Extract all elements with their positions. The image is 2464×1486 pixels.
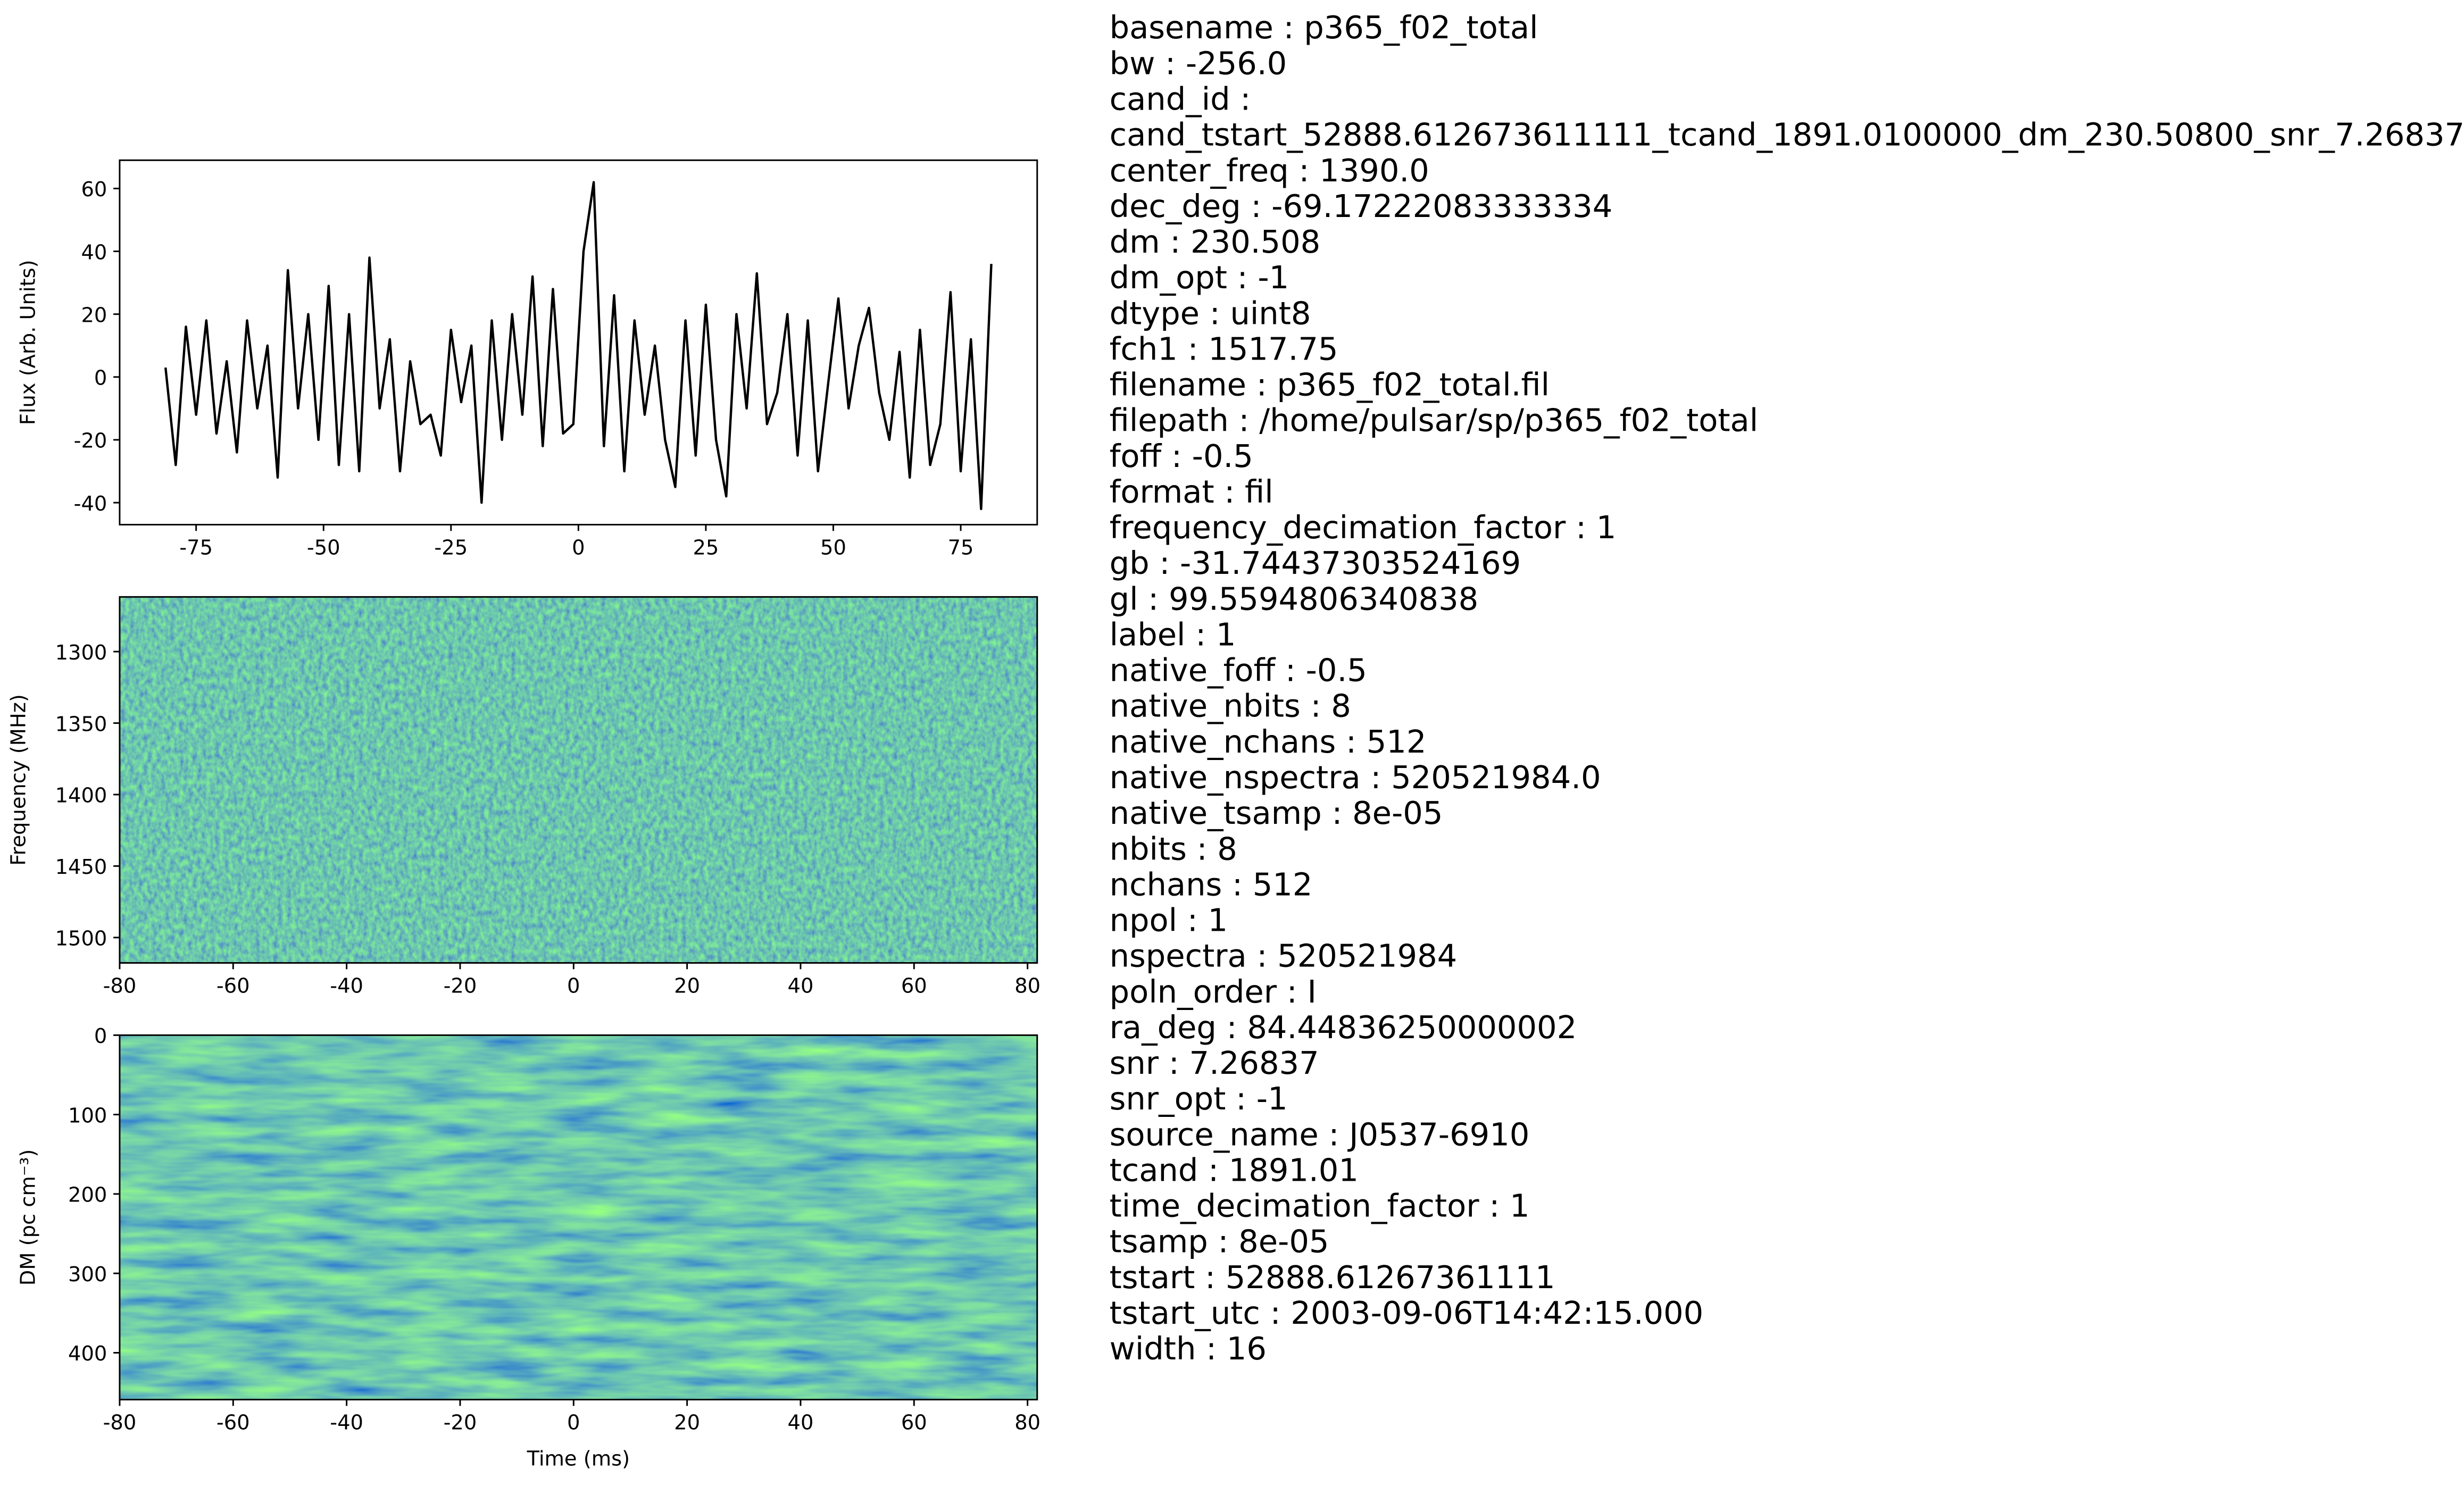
parameter-line: filepath : /home/pulsar/sp/p365_f02_tota… xyxy=(1110,402,1759,439)
parameter-line: tcand : 1891.01 xyxy=(1110,1151,1359,1188)
x-tick-label: 0 xyxy=(572,536,585,560)
parameter-line: filename : p365_f02_total.fil xyxy=(1110,366,1550,403)
parameter-line: frequency_decimation_factor : 1 xyxy=(1110,509,1617,546)
parameter-line: time_decimation_factor : 1 xyxy=(1110,1188,1530,1224)
y-tick-label: -40 xyxy=(74,492,107,516)
parameter-line: nspectra : 520521984 xyxy=(1110,938,1458,974)
parameter-line: native_tsamp : 8e-05 xyxy=(1110,795,1443,831)
parameter-line: bw : -256.0 xyxy=(1110,45,1287,81)
x-tick-label: 60 xyxy=(901,974,927,998)
heatmap-image xyxy=(119,1035,1037,1400)
parameter-line: dtype : uint8 xyxy=(1110,295,1311,331)
y-tick-label: 400 xyxy=(68,1342,107,1366)
y-tick-label: 200 xyxy=(68,1183,107,1207)
parameter-line: gb : -31.74437303524169 xyxy=(1110,545,1521,581)
x-tick-label: -20 xyxy=(444,1411,477,1435)
x-tick-label: -60 xyxy=(217,1411,250,1435)
parameter-line: ra_deg : 84.44836250000002 xyxy=(1110,1009,1577,1046)
y-tick-label: 100 xyxy=(68,1104,107,1128)
parameter-line: cand_tstart_52888.612673611111_tcand_189… xyxy=(1110,116,2464,153)
x-tick-label: -40 xyxy=(330,974,363,998)
axes-frame xyxy=(119,596,1038,964)
parameter-line: dm : 230.508 xyxy=(1110,223,1321,260)
y-tick-label: 0 xyxy=(94,366,107,390)
x-tick-label: -25 xyxy=(434,536,468,560)
y-tick-label: 300 xyxy=(68,1263,107,1287)
parameter-line: npol : 1 xyxy=(1110,902,1228,939)
y-tick-label: 1450 xyxy=(55,855,107,879)
x-tick-label: -60 xyxy=(217,974,250,998)
x-tick-label: -50 xyxy=(307,536,340,560)
parameter-line: native_nbits : 8 xyxy=(1110,688,1351,724)
parameter-line: tstart : 52888.61267361111 xyxy=(1110,1259,1555,1296)
x-tick-label: 80 xyxy=(1014,1411,1040,1435)
x-tick-label: 50 xyxy=(820,536,846,560)
y-tick-label: -20 xyxy=(74,429,107,453)
axes-frame xyxy=(119,1034,1038,1401)
x-tick-label: -80 xyxy=(103,1411,137,1435)
y-axis-label: Frequency (MHz) xyxy=(7,694,31,865)
parameter-line: width : 16 xyxy=(1110,1330,1267,1367)
y-tick-label: 20 xyxy=(81,303,107,327)
x-tick-label: 20 xyxy=(674,974,700,998)
parameter-line: snr : 7.26837 xyxy=(1110,1045,1319,1081)
parameter-line: nchans : 512 xyxy=(1110,866,1313,903)
parameter-line: native_foff : -0.5 xyxy=(1110,652,1367,689)
parameter-line: gl : 99.5594806340838 xyxy=(1110,580,1479,617)
x-tick-label: 25 xyxy=(693,536,719,560)
y-tick-label: 1300 xyxy=(55,641,107,665)
parameter-line: cand_id : xyxy=(1110,80,1251,117)
x-tick-label: -80 xyxy=(103,974,137,998)
y-axis-label: Flux (Arb. Units) xyxy=(16,260,40,425)
parameter-line: format : fil xyxy=(1110,473,1273,510)
parameter-line: dm_opt : -1 xyxy=(1110,259,1289,296)
x-tick-label: 40 xyxy=(788,974,814,998)
flux-line xyxy=(164,181,993,511)
heatmap-image xyxy=(119,597,1037,963)
x-tick-label: 20 xyxy=(674,1411,700,1435)
y-tick-label: 0 xyxy=(94,1024,107,1048)
parameter-line: label : 1 xyxy=(1110,616,1236,653)
x-tick-label: -20 xyxy=(444,974,477,998)
x-tick-label: 40 xyxy=(788,1411,814,1435)
parameter-line: snr_opt : -1 xyxy=(1110,1080,1288,1117)
x-tick-label: 80 xyxy=(1014,974,1040,998)
y-tick-label: 40 xyxy=(81,240,107,264)
parameter-line: dec_deg : -69.17222083333334 xyxy=(1110,188,1613,224)
x-tick-label: 0 xyxy=(567,1411,580,1435)
parameter-line: fch1 : 1517.75 xyxy=(1110,330,1338,367)
parameter-line: nbits : 8 xyxy=(1110,830,1237,867)
parameter-line: basename : p365_f02_total xyxy=(1110,9,1538,46)
y-axis-label: DM (pc cm⁻³) xyxy=(16,1149,40,1286)
parameter-line: poln_order : I xyxy=(1110,973,1317,1010)
x-tick-label: -75 xyxy=(179,536,213,560)
x-tick-label: 0 xyxy=(567,974,580,998)
y-tick-label: 1400 xyxy=(55,784,107,808)
parameter-line: foff : -0.5 xyxy=(1110,438,1253,474)
parameter-line: tsamp : 8e-05 xyxy=(1110,1223,1329,1260)
x-tick-label: 60 xyxy=(901,1411,927,1435)
parameter-line: tstart_utc : 2003-09-06T14:42:15.000 xyxy=(1110,1295,1704,1331)
y-tick-label: 60 xyxy=(81,178,107,202)
y-tick-label: 1500 xyxy=(55,927,107,951)
x-tick-label: -40 xyxy=(330,1411,363,1435)
parameter-line: native_nspectra : 520521984.0 xyxy=(1110,759,1601,796)
x-tick-label: 75 xyxy=(948,536,974,560)
y-tick-label: 1350 xyxy=(55,712,107,736)
parameter-line: center_freq : 1390.0 xyxy=(1110,152,1429,189)
x-axis-label: Time (ms) xyxy=(527,1447,630,1471)
parameter-line: source_name : J0537-6910 xyxy=(1110,1116,1530,1153)
parameter-line: native_nchans : 512 xyxy=(1110,723,1427,760)
